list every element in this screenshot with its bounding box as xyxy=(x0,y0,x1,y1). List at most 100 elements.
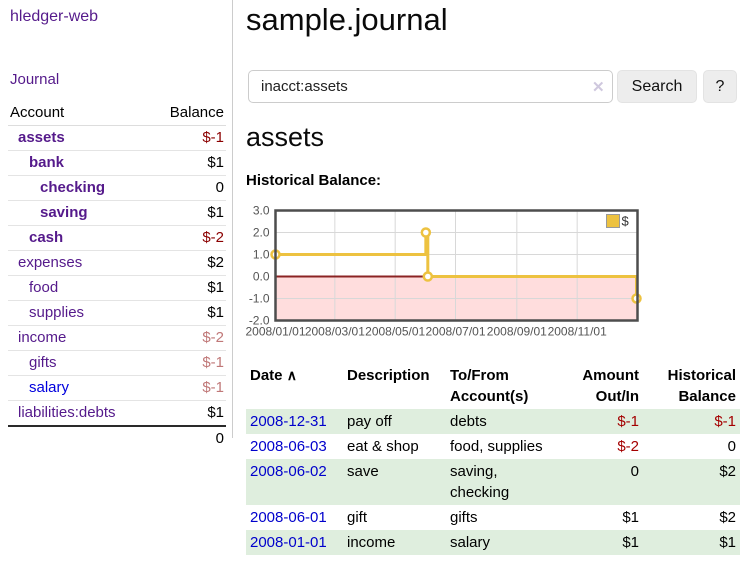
account-row: food $1 xyxy=(8,275,226,301)
account-row: supplies $1 xyxy=(8,300,226,326)
search-input[interactable] xyxy=(248,70,613,103)
svg-text:1.0: 1.0 xyxy=(253,248,270,262)
svg-text:-2.0: -2.0 xyxy=(249,314,270,328)
chart-title: Historical Balance: xyxy=(246,172,382,189)
page-title: sample.journal xyxy=(246,2,448,37)
svg-text:2008/11/01: 2008/11/01 xyxy=(548,325,607,339)
register-row: 2008-06-01 gift gifts $1 $2 xyxy=(246,505,740,530)
register-row: 2008-12-31 pay off debts $-1 $-1 xyxy=(246,409,740,434)
account-row: gifts $-1 xyxy=(8,350,226,376)
transaction-balance: 0 xyxy=(727,438,736,455)
account-balance: $-1 xyxy=(150,375,226,401)
transaction-date-link[interactable]: 2008-01-01 xyxy=(250,534,327,551)
svg-text:3.0: 3.0 xyxy=(253,204,270,218)
transaction-amount: $1 xyxy=(622,509,639,526)
transaction-amount: 0 xyxy=(630,463,639,480)
accounts-header-balance: Balance xyxy=(150,101,226,126)
account-row: salary $-1 xyxy=(8,375,226,401)
account-balance: 0 xyxy=(150,175,226,201)
accounts-table: Account Balance assets $-1 bank $1 check… xyxy=(8,101,226,451)
account-balance: $1 xyxy=(150,275,226,301)
register-header-description: Description xyxy=(347,367,430,384)
transaction-amount: $1 xyxy=(622,534,639,551)
svg-text:2008/09/01: 2008/09/01 xyxy=(487,325,547,339)
register-header-amount: Amount Out/In xyxy=(582,367,639,405)
account-link-saving[interactable]: saving xyxy=(40,204,88,221)
transaction-date-link[interactable]: 2008-06-01 xyxy=(250,509,327,526)
account-row: expenses $2 xyxy=(8,250,226,276)
svg-text:2008/01/01: 2008/01/01 xyxy=(245,325,305,339)
transaction-description: save xyxy=(347,463,379,480)
account-balance: $1 xyxy=(150,400,226,426)
sidebar-item-journal[interactable]: Journal xyxy=(10,71,60,88)
register-row: 2008-01-01 income salary $1 $1 xyxy=(246,530,740,555)
account-balance: $1 xyxy=(150,150,226,176)
svg-text:2008/03/01: 2008/03/01 xyxy=(305,325,365,339)
transaction-description: eat & shop xyxy=(347,438,419,455)
accounts-header-row: Account Balance xyxy=(8,101,226,126)
transaction-balance: $-1 xyxy=(714,413,736,430)
account-link-food[interactable]: food xyxy=(29,279,59,296)
transaction-accounts: food, supplies xyxy=(450,438,543,455)
transaction-accounts: saving, checking xyxy=(450,463,510,501)
app-brand-link[interactable]: hledger-web xyxy=(10,8,99,25)
transaction-balance: $2 xyxy=(719,463,736,480)
account-balance: $1 xyxy=(150,200,226,226)
account-link-gifts[interactable]: gifts xyxy=(29,354,57,371)
account-link-assets[interactable]: assets xyxy=(18,129,65,146)
register-header-row: Date ∧ Description To/From Account(s) Am… xyxy=(246,363,740,409)
account-balance: $-1 xyxy=(150,350,226,376)
register-header-date[interactable]: Date ∧ xyxy=(250,367,297,384)
transaction-description: income xyxy=(347,534,396,551)
account-row: assets $-1 xyxy=(8,126,226,151)
account-balance: $2 xyxy=(150,250,226,276)
register-row: 2008-06-03 eat & shop food, supplies $-2… xyxy=(246,434,740,459)
account-link-salary[interactable]: salary xyxy=(29,379,70,396)
clear-search-icon[interactable]: ✕ xyxy=(592,79,605,96)
account-row: bank $1 xyxy=(8,150,226,176)
transaction-date-link[interactable]: 2008-12-31 xyxy=(250,413,327,430)
account-row: liabilities:debts $1 xyxy=(8,400,226,426)
account-balance: $1 xyxy=(150,300,226,326)
transaction-date-link[interactable]: 2008-06-02 xyxy=(250,463,327,480)
account-balance: $-2 xyxy=(150,325,226,351)
account-row: income $-2 xyxy=(8,325,226,351)
account-link-checking[interactable]: checking xyxy=(40,179,106,196)
accounts-total-balance: 0 xyxy=(150,425,226,451)
account-row: cash $-2 xyxy=(8,225,226,251)
transaction-date-link[interactable]: 2008-06-03 xyxy=(250,438,327,455)
accounts-total-row: 0 xyxy=(8,425,226,451)
transaction-balance: $1 xyxy=(719,534,736,551)
account-row: checking 0 xyxy=(8,175,226,201)
account-row: saving $1 xyxy=(8,200,226,226)
account-link-income[interactable]: income xyxy=(18,329,67,346)
account-link-supplies[interactable]: supplies xyxy=(29,304,85,321)
register-header-accounts: To/From Account(s) xyxy=(450,367,529,405)
account-link-liabilities-debts[interactable]: liabilities:debts xyxy=(18,404,116,421)
svg-text:2.0: 2.0 xyxy=(253,226,270,240)
help-button[interactable]: ? xyxy=(703,70,737,103)
transaction-balance: $2 xyxy=(719,509,736,526)
transaction-description: pay off xyxy=(347,413,392,430)
sort-ascending-icon: ∧ xyxy=(286,367,297,383)
account-balance: $-1 xyxy=(202,129,224,146)
transaction-amount: $-1 xyxy=(617,413,639,430)
transaction-amount: $-2 xyxy=(617,438,639,455)
account-link-cash[interactable]: cash xyxy=(29,229,64,246)
account-link-expenses[interactable]: expenses xyxy=(18,254,83,271)
register-table: Date ∧ Description To/From Account(s) Am… xyxy=(246,363,740,555)
search-button[interactable]: Search xyxy=(617,70,697,103)
transaction-accounts: salary xyxy=(450,534,491,551)
svg-text:-1.0: -1.0 xyxy=(249,292,270,306)
svg-text:2008/05/01: 2008/05/01 xyxy=(365,325,425,339)
transaction-description: gift xyxy=(347,509,368,526)
svg-text:2008/07/01: 2008/07/01 xyxy=(425,325,485,339)
register-row: 2008-06-02 save saving, checking 0 $2 xyxy=(246,459,740,505)
account-link-bank[interactable]: bank xyxy=(29,154,65,171)
register-header-balance: Historical Balance xyxy=(667,367,736,405)
svg-text:$: $ xyxy=(622,214,630,229)
account-balance: $-2 xyxy=(150,225,226,251)
transaction-accounts: debts xyxy=(450,413,487,430)
